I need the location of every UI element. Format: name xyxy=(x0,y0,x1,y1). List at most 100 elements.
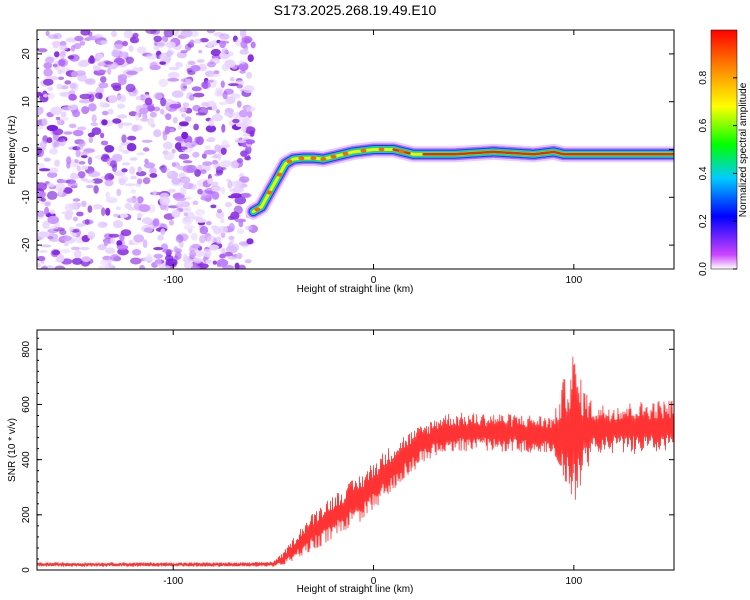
noise-blob xyxy=(192,151,200,158)
noise-blob xyxy=(234,196,247,205)
noise-blob xyxy=(131,124,139,132)
noise-blob xyxy=(163,30,174,38)
ridge-hotspot xyxy=(254,207,261,212)
bottom-x-ticks: -100 0 100 xyxy=(163,330,583,587)
noise-blob xyxy=(112,118,122,124)
noise-blob xyxy=(96,69,107,74)
noise-blob xyxy=(220,80,225,88)
noise-blob xyxy=(121,162,131,166)
noise-blob xyxy=(66,156,72,165)
noise-blob xyxy=(247,110,253,118)
noise-blob xyxy=(110,254,120,262)
ridge-peak-1 xyxy=(422,150,674,156)
noise-blob xyxy=(183,216,191,223)
y-tick-label: 800 xyxy=(21,341,32,358)
noise-blob xyxy=(241,192,252,199)
noise-blob xyxy=(191,243,201,249)
noise-blob xyxy=(246,238,254,245)
noise-blob xyxy=(37,262,42,268)
noise-blob xyxy=(183,261,194,269)
noise-blob xyxy=(200,169,207,175)
noise-blob xyxy=(126,56,134,64)
noise-blob xyxy=(88,171,101,178)
noise-blob xyxy=(229,188,238,193)
noise-blob xyxy=(81,106,90,115)
colorbar-tick-label: 0.0 xyxy=(698,262,709,276)
noise-blob xyxy=(65,210,74,217)
noise-blob xyxy=(229,77,235,82)
noise-blob xyxy=(107,108,114,115)
noise-blob xyxy=(43,68,53,77)
noise-blob xyxy=(219,40,227,49)
noise-blob xyxy=(184,206,192,212)
noise-blob xyxy=(107,67,112,75)
noise-blob xyxy=(37,231,50,238)
noise-blob xyxy=(162,249,174,254)
noise-blob xyxy=(235,122,246,127)
noise-blob xyxy=(145,30,157,34)
noise-blob xyxy=(210,48,222,57)
noise-blob xyxy=(110,237,116,244)
bottom-y-axis-label: SNR (10 * v/v) xyxy=(7,418,18,482)
noise-blob xyxy=(194,136,201,144)
noise-blob xyxy=(105,191,111,199)
noise-blob xyxy=(149,167,157,175)
noise-blob xyxy=(56,254,65,263)
noise-blob xyxy=(47,171,58,178)
noise-blob xyxy=(235,139,247,143)
noise-blob xyxy=(128,45,134,52)
noise-blob xyxy=(60,50,66,57)
noise-blob xyxy=(77,126,87,131)
noise-blob xyxy=(67,55,75,60)
noise-blob xyxy=(74,159,79,164)
noise-blob xyxy=(97,244,107,251)
noise-blob xyxy=(79,93,92,100)
noise-blob xyxy=(104,174,109,181)
noise-blob xyxy=(87,205,93,213)
noise-blob xyxy=(136,212,143,218)
noise-blob xyxy=(221,186,226,195)
noise-blob xyxy=(98,82,109,89)
noise-blob xyxy=(81,154,88,159)
noise-blob xyxy=(37,182,47,191)
bottom-y-ticks: 0 200 400 600 800 xyxy=(21,337,674,573)
noise-blob xyxy=(101,119,108,126)
noise-blob xyxy=(153,129,162,138)
noise-blob xyxy=(112,220,124,229)
x-tick-label: 100 xyxy=(565,275,582,286)
noise-blob xyxy=(76,144,84,151)
noise-blob xyxy=(153,253,164,259)
noise-blob xyxy=(37,124,44,130)
noise-blob xyxy=(100,132,105,139)
noise-blob xyxy=(136,46,147,54)
noise-blob xyxy=(43,78,54,86)
noise-blob xyxy=(196,59,205,63)
noise-blob xyxy=(77,171,86,179)
noise-blob xyxy=(158,78,169,88)
ridge-hotspot xyxy=(330,154,337,159)
noise-blob xyxy=(69,83,77,89)
noise-blob xyxy=(51,249,60,256)
noise-blob xyxy=(169,128,175,132)
noise-blob xyxy=(129,157,138,161)
noise-blob xyxy=(190,65,201,72)
noise-blob xyxy=(63,187,73,194)
noise-blob xyxy=(122,149,130,154)
noise-blob xyxy=(171,209,181,218)
noise-blob xyxy=(175,61,183,68)
noise-blob xyxy=(216,109,220,114)
noise-blob xyxy=(100,259,110,266)
noise-blob xyxy=(59,91,71,97)
noise-blob xyxy=(54,265,66,269)
noise-blob xyxy=(210,181,219,187)
noise-blob xyxy=(215,210,225,219)
noise-blob xyxy=(187,70,196,75)
noise-blob xyxy=(78,99,91,104)
noise-blob xyxy=(228,195,237,199)
noise-blob xyxy=(159,196,171,206)
noise-blob xyxy=(104,145,115,153)
noise-blob xyxy=(197,188,203,195)
top-x-axis-label: Height of straight line (km) xyxy=(297,284,414,295)
top-x-ticks: -100 0 100 xyxy=(163,30,583,286)
noise-blob xyxy=(108,94,118,104)
